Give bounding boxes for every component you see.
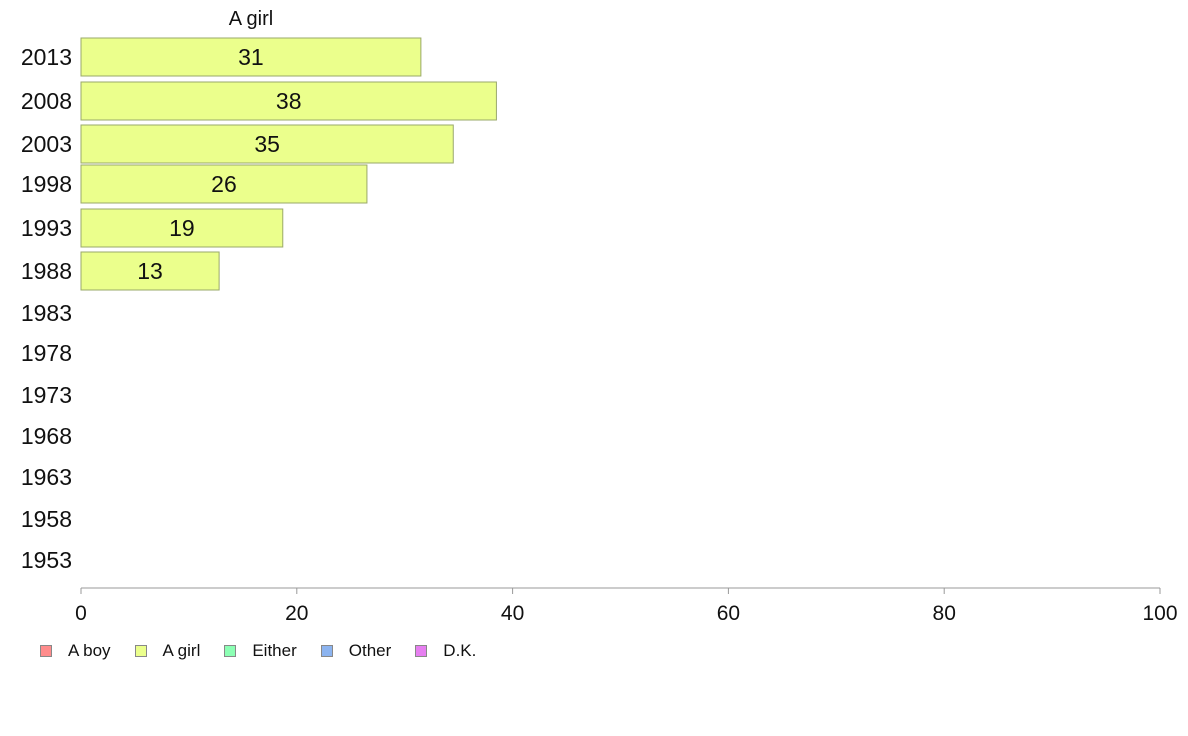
y-tick-label: 2003 xyxy=(21,131,72,157)
y-tick-label: 1993 xyxy=(21,215,72,241)
bar xyxy=(80,81,497,121)
bar-value-label: 31 xyxy=(238,44,264,70)
y-tick-label: 1953 xyxy=(21,547,72,573)
chart-title: A girl xyxy=(229,8,273,30)
legend-item: A girl xyxy=(134,641,201,661)
legend-swatch xyxy=(320,645,333,657)
legend-label: Either xyxy=(252,641,297,660)
x-axis: 0 20 40 60 80 100 xyxy=(75,587,1178,625)
bar-value-label: 38 xyxy=(276,88,302,114)
bar xyxy=(80,124,454,164)
legend-swatch xyxy=(224,645,237,657)
bar-value-label: 13 xyxy=(137,258,163,284)
y-axis-labels: 2013 2008 2003 1998 1993 1988 1983 1978 1973 1968… xyxy=(21,44,72,573)
x-tick-label: 20 xyxy=(285,602,308,625)
legend-swatch xyxy=(40,645,52,657)
x-tick-label: 0 xyxy=(75,602,87,625)
legend-item: Other xyxy=(320,641,392,661)
y-tick-label: 2008 xyxy=(21,88,72,114)
x-tick-label: 60 xyxy=(717,602,740,625)
bar xyxy=(80,164,368,204)
y-tick-label: 1958 xyxy=(21,506,72,532)
legend-item: Either xyxy=(224,641,297,661)
x-tick-label: 80 xyxy=(933,602,956,625)
y-tick-label: 1973 xyxy=(21,382,72,408)
y-tick-label: 1963 xyxy=(21,464,72,490)
y-tick-label: 1983 xyxy=(21,300,72,326)
x-tick-label: 100 xyxy=(1142,602,1177,625)
legend-item: D.K. xyxy=(415,641,476,661)
y-tick-label: 1968 xyxy=(21,423,72,449)
legend-item: A boy xyxy=(40,641,111,661)
y-tick-label: 1998 xyxy=(21,171,72,197)
bar-value-label: 26 xyxy=(211,171,237,197)
legend-label: A girl xyxy=(162,641,201,660)
y-tick-label: 2013 xyxy=(21,44,72,70)
bar-value-label: 35 xyxy=(254,131,280,157)
bar-value-label: 19 xyxy=(169,215,195,241)
y-tick-label: 1978 xyxy=(21,340,72,366)
legend-swatch xyxy=(134,645,147,657)
bar xyxy=(80,37,422,77)
legend: A boy A girl Either Other D.K. xyxy=(40,641,500,661)
legend-label: D.K. xyxy=(443,641,477,660)
y-tick-label: 1988 xyxy=(21,258,72,284)
bar xyxy=(80,251,220,291)
legend-label: Other xyxy=(348,641,392,660)
x-tick-label: 40 xyxy=(501,602,524,625)
bar xyxy=(80,208,284,248)
legend-label: A boy xyxy=(68,641,111,660)
legend-swatch xyxy=(415,645,428,657)
